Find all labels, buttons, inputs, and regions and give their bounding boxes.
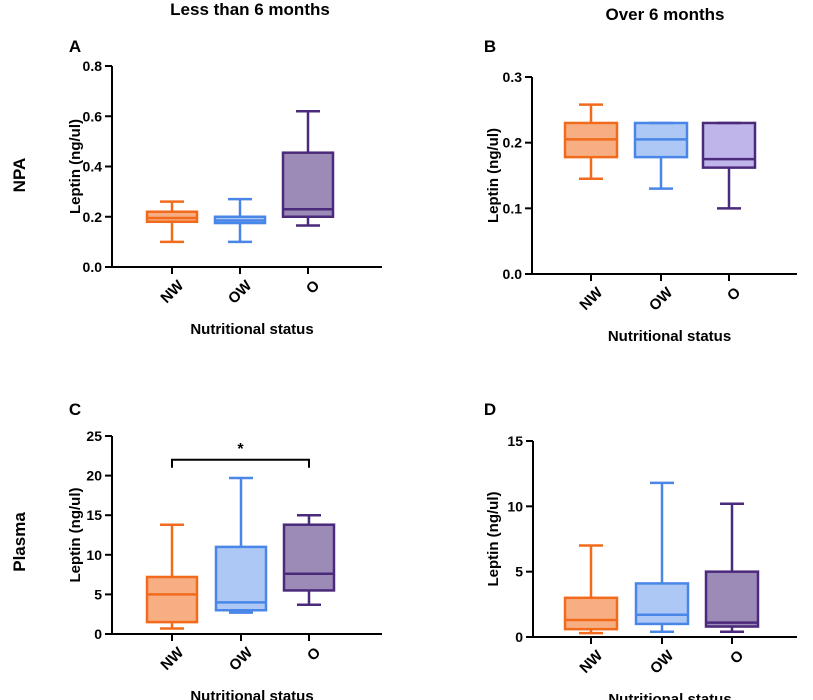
y-axis-label: Leptin (ng/ul) bbox=[485, 492, 502, 587]
y-tick-label: 10 bbox=[86, 547, 102, 563]
y-tick-label: 0.0 bbox=[503, 266, 523, 282]
row-title-npa: NPA bbox=[10, 158, 29, 193]
x-axis-label: Nutritional status bbox=[608, 328, 731, 345]
y-tick-label: 0.3 bbox=[503, 69, 523, 85]
x-category-label: O bbox=[304, 644, 325, 665]
panel-c-chart: C 0 5 10 15 20 25 Leptin (ng/ul) NW OW O Nutritiona… bbox=[67, 400, 382, 700]
x-axis-label: Nutritional status bbox=[190, 688, 313, 700]
y-tick-label: 15 bbox=[86, 507, 102, 523]
iqr-box bbox=[634, 582, 690, 626]
panel-letter: B bbox=[484, 37, 496, 56]
box-o bbox=[282, 513, 336, 606]
box-nw bbox=[145, 523, 199, 630]
panel-b-chart: B 0.0 0.1 0.2 0.3 Leptin (ng/ul) NW OW O Nutritio… bbox=[484, 37, 797, 345]
iqr-box bbox=[145, 210, 199, 224]
y-tick-label: 0.1 bbox=[503, 200, 523, 216]
panel-letter: D bbox=[484, 400, 496, 419]
panel-letter: C bbox=[69, 400, 81, 419]
box-o bbox=[704, 502, 760, 634]
y-axis-label: Leptin (ng/ul) bbox=[67, 119, 84, 214]
y-axis-label: Leptin (ng/ul) bbox=[485, 128, 502, 223]
panel-letter: A bbox=[69, 37, 81, 56]
x-category-label: NW bbox=[157, 277, 187, 307]
box-ow bbox=[634, 481, 690, 634]
y-tick-label: 0 bbox=[94, 626, 102, 642]
x-category-label: OW bbox=[225, 277, 256, 308]
y-tick-label: 0.6 bbox=[83, 108, 103, 124]
row-title-plasma: Plasma bbox=[10, 512, 29, 572]
box-nw bbox=[563, 544, 619, 635]
box-nw bbox=[563, 103, 619, 181]
y-tick-label: 15 bbox=[507, 433, 523, 449]
y-axis-label: Leptin (ng/ul) bbox=[67, 488, 84, 583]
panel-d-chart: D 0 5 10 15 Leptin (ng/ul) NW OW O Nutritional st… bbox=[484, 400, 797, 700]
iqr-box bbox=[563, 596, 619, 631]
y-tick-label: 0.8 bbox=[83, 58, 103, 74]
box-o bbox=[701, 121, 757, 210]
y-tick-label: 0.4 bbox=[83, 159, 103, 175]
iqr-box bbox=[704, 570, 760, 628]
y-tick-label: 20 bbox=[86, 468, 102, 484]
y-tick-label: 0.0 bbox=[83, 259, 103, 275]
x-axis-label: Nutritional status bbox=[608, 691, 731, 700]
x-category-label: O bbox=[724, 284, 745, 305]
significance-bracket bbox=[171, 458, 310, 468]
x-category-label: OW bbox=[647, 647, 678, 678]
iqr-box bbox=[145, 575, 199, 624]
x-category-label: NW bbox=[157, 644, 187, 674]
y-tick-label: 5 bbox=[94, 586, 102, 602]
x-category-label: OW bbox=[226, 644, 257, 675]
significance-star: * bbox=[237, 441, 244, 458]
column-title-over-6-months: Over 6 months bbox=[605, 5, 724, 24]
y-tick-label: 0.2 bbox=[503, 135, 523, 151]
x-category-label: O bbox=[303, 277, 324, 298]
column-title-less-than-6-months: Less than 6 months bbox=[170, 0, 330, 19]
iqr-box bbox=[282, 523, 336, 592]
x-axis-label: Nutritional status bbox=[190, 321, 313, 338]
x-category-label: NW bbox=[576, 284, 606, 314]
box-o bbox=[281, 109, 335, 227]
y-tick-label: 5 bbox=[515, 564, 523, 580]
x-category-label: NW bbox=[576, 647, 606, 677]
box-nw bbox=[145, 200, 199, 244]
iqr-box bbox=[214, 545, 268, 612]
y-tick-label: 10 bbox=[507, 498, 523, 514]
iqr-box bbox=[701, 121, 757, 169]
panel-a-chart: A 0.0 0.2 0.4 0.6 0.8 Leptin (ng/ul) NW OW O Nutri… bbox=[67, 37, 382, 338]
box-ow bbox=[213, 197, 267, 244]
box-ow bbox=[633, 121, 689, 190]
x-category-label: OW bbox=[646, 284, 677, 315]
box-ow bbox=[214, 476, 268, 614]
iqr-box bbox=[281, 151, 335, 218]
y-tick-label: 0.2 bbox=[83, 209, 103, 225]
x-category-label: O bbox=[727, 647, 748, 668]
y-tick-label: 25 bbox=[86, 428, 102, 444]
y-tick-label: 0 bbox=[515, 629, 523, 645]
